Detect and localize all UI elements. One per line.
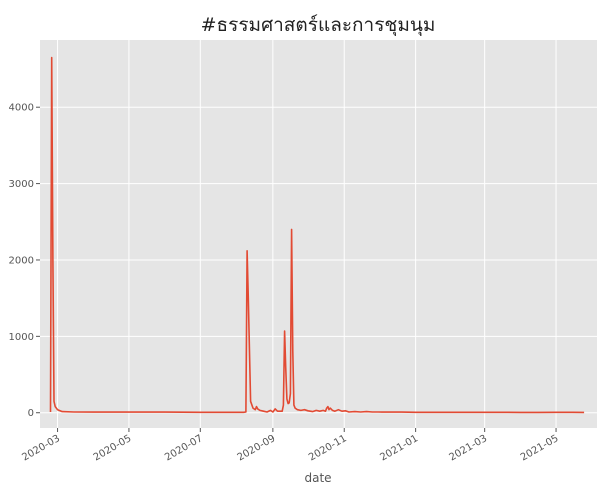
x-tick-label: 2020-03 — [20, 433, 62, 463]
x-tick-label: 2020-07 — [163, 433, 205, 463]
plot-area — [40, 40, 597, 428]
x-tick-label: 2020-09 — [236, 433, 278, 463]
y-tick-label: 3000 — [9, 179, 34, 190]
x-tick-label: 2021-01 — [378, 433, 420, 463]
y-tick-label: 4000 — [9, 103, 34, 114]
y-tick-label: 2000 — [9, 255, 34, 266]
x-tick-label: 2020-11 — [307, 433, 349, 463]
x-axis-ticks: 2020-03 2020-05 2020-07 2020-09 2020-11 2021-… — [20, 428, 561, 463]
grid-lines — [40, 40, 597, 428]
x-tick-label: 2020-05 — [92, 433, 134, 463]
y-axis-ticks: 0 1000 2000 3000 4000 — [9, 103, 40, 419]
y-tick-label: 0 — [28, 408, 34, 419]
x-axis-label: date — [304, 471, 331, 485]
x-tick-label: 2021-05 — [519, 433, 561, 463]
chart-title: #ธรรมศาสตร์และการชุมนุม — [201, 14, 436, 37]
series-line — [49, 56, 585, 414]
x-tick-label: 2021-03 — [447, 433, 489, 463]
y-tick-label: 1000 — [9, 332, 34, 343]
